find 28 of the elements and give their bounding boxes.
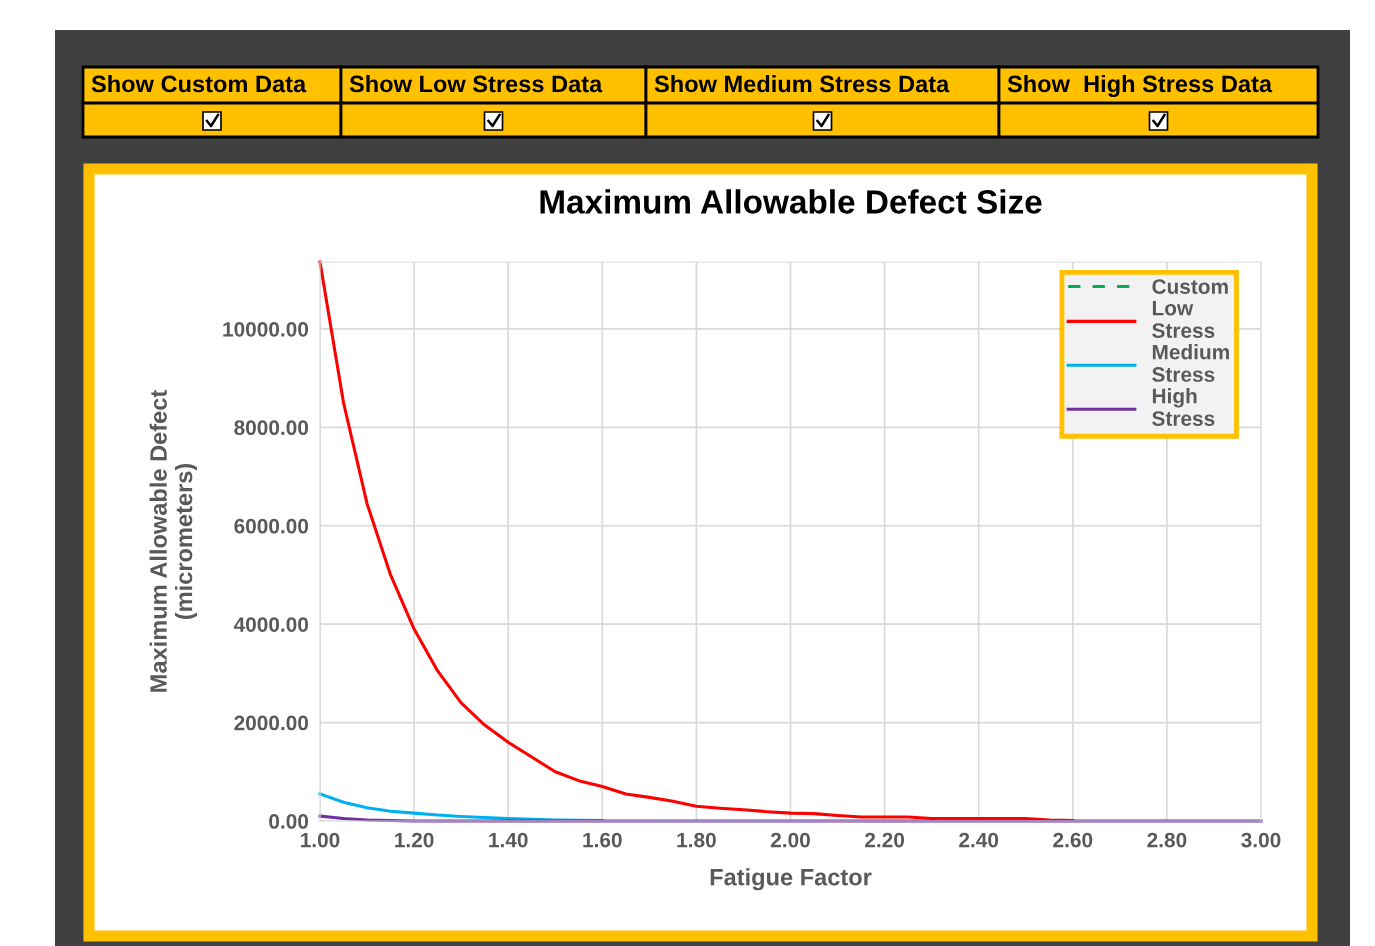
legend-label: Medium Stress xyxy=(1152,344,1229,382)
x-tick-label: 2.40 xyxy=(959,832,999,848)
y-tick-label: 6000.00 xyxy=(234,518,309,534)
y-tick-label: 2000.00 xyxy=(234,715,309,731)
y-tick-label: 0.00 xyxy=(269,814,309,829)
x-tick-label: 1.80 xyxy=(677,832,716,848)
x-tick-label: 3.00 xyxy=(1241,832,1281,848)
x-tick-label: 2.60 xyxy=(1053,832,1093,848)
text: Show Custom Data xyxy=(91,75,307,93)
x-tick-label: 2.80 xyxy=(1147,832,1187,848)
legend-label: High Stress xyxy=(1152,388,1215,426)
x-tick-label: 1.00 xyxy=(301,832,340,848)
x-tick-label: 2.20 xyxy=(865,832,905,848)
x-tick-label: 1.40 xyxy=(489,832,528,848)
text: Show High Stress Data xyxy=(1007,74,1273,98)
legend-label: Low Stress xyxy=(1152,300,1215,338)
text: Show Low Stress Data xyxy=(349,75,603,93)
x-tick-label: 1.60 xyxy=(583,832,622,848)
x-tick-label: 2.00 xyxy=(770,832,810,848)
text: Show Medium Stress Data xyxy=(654,75,950,93)
y-tick-label: 10000.00 xyxy=(223,321,309,337)
y-axis-title: Maximum Allowable Defect (micrometers) xyxy=(149,390,197,692)
legend-label: Custom xyxy=(1152,279,1228,294)
x-axis-title: Fatigue Factor xyxy=(710,868,872,891)
x-tick-label: 1.20 xyxy=(395,832,434,848)
chart-title: Maximum Allowable Defect Size xyxy=(540,189,1042,214)
y-tick-label: 4000.00 xyxy=(233,617,309,632)
y-tick-label: 8000.00 xyxy=(234,420,309,436)
